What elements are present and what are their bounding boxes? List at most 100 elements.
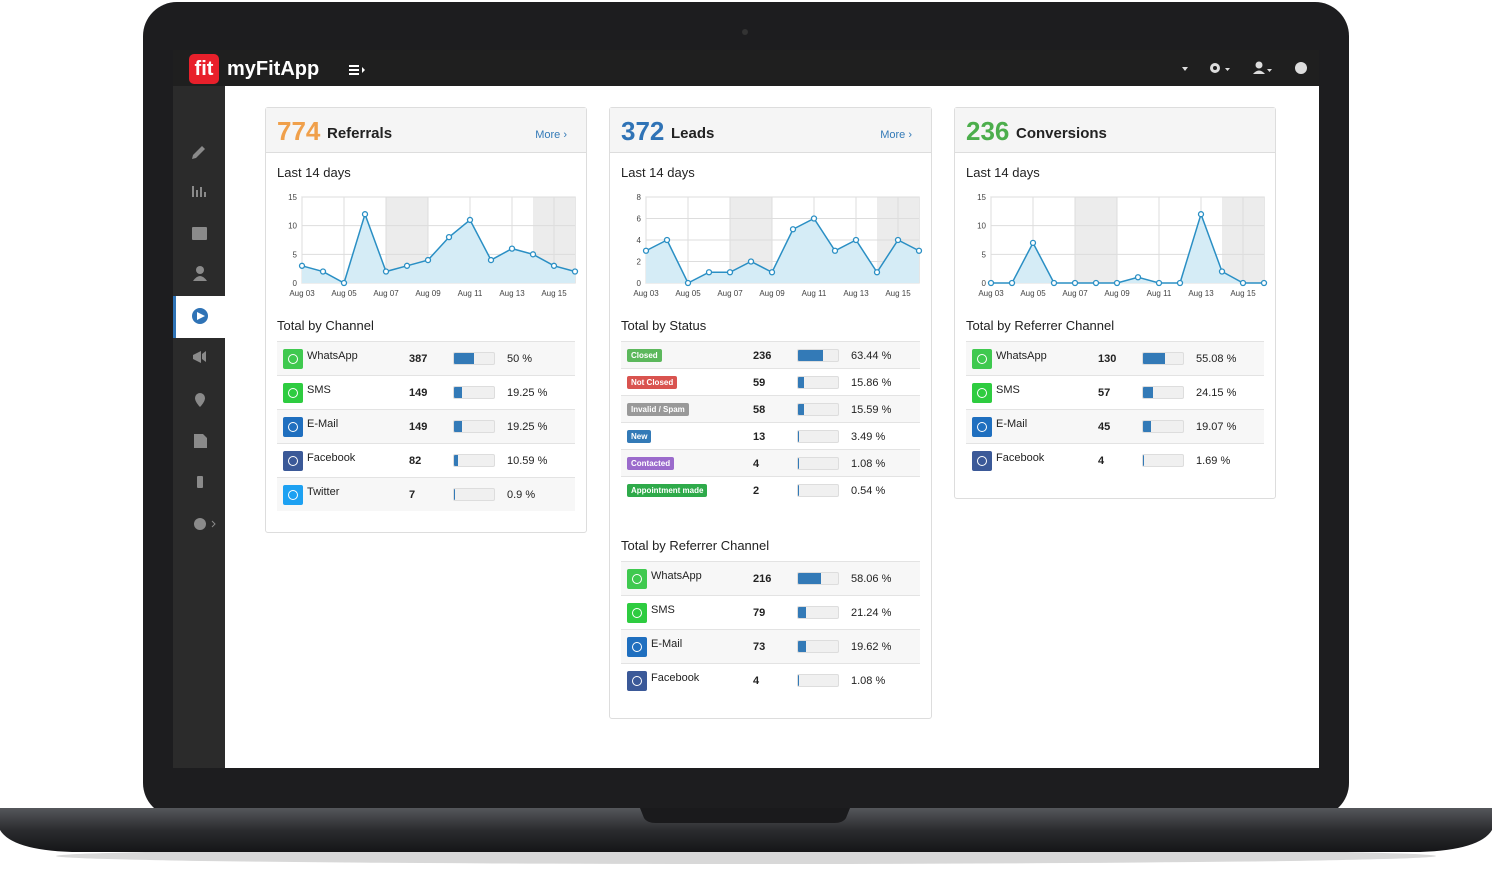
more-link[interactable]: More › [880,129,912,141]
channel-icon [283,349,303,369]
y-tick-label: 10 [288,222,297,231]
progress-bar [1143,353,1166,364]
panel-header: 774 Referrals More › [266,108,586,153]
icon-glyph [288,456,298,466]
nav-icons[interactable] [1182,61,1307,75]
panel-header: 372 Leads More › [610,108,931,153]
x-tick-label: Aug 09 [759,289,785,298]
point [1176,279,1184,287]
line [645,217,920,285]
x-tick-label: Aug 03 [289,289,315,298]
count: 13 [753,430,766,443]
navbar [173,50,1319,86]
point [529,251,537,258]
count: 149 [409,387,428,399]
point [1239,279,1247,287]
table-row: WhatsApp 130 55.08 % [966,341,1264,375]
progress-bar [798,607,807,618]
count: 387 [409,353,428,365]
x-tick-label: Aug 09 [415,289,441,298]
share: 1.08 % [851,675,886,687]
x-tick-label: Aug 13 [843,289,869,298]
point [705,269,713,276]
sidebar-icons[interactable] [192,146,216,530]
progress-bar [1143,455,1144,466]
icon-glyph [977,456,987,466]
y-tick-label: 15 [977,193,986,202]
share: 1.69 % [1196,455,1231,467]
y-tick-label: 2 [637,258,642,267]
progress-track [797,606,839,619]
table-row: E-Mail 73 19.62 % [621,629,920,663]
panel-title: Leads [671,125,715,142]
count: 149 [409,421,428,433]
point [1155,279,1163,287]
icon-glyph [288,354,298,364]
x-tick-label: Aug 07 [1062,289,1088,298]
channel-name: Facebook [651,672,700,684]
point [1218,268,1226,275]
count: 82 [409,455,422,467]
x-tick-label: Aug 05 [331,289,357,298]
point [340,279,348,287]
chart: Last 14 days 0 2 4 6 8 Aug 03 Aug 05 Aug 07 Aug 0… [621,165,923,298]
progress-track [1142,420,1184,433]
more-link[interactable]: More › [535,129,567,141]
x-tick-label: Aug 09 [1104,289,1130,298]
share: 10.59 % [507,455,548,467]
table-row: SMS 79 21.24 % [621,595,920,629]
y-tick-label: 6 [637,215,642,224]
progress-track [1142,352,1184,365]
weekend-band [1075,197,1117,283]
point [789,226,797,233]
x-tick-label: Aug 15 [1230,289,1256,298]
point [768,269,776,276]
icon-glyph [288,388,298,398]
channel-name: E-Mail [996,418,1028,430]
point [1050,279,1058,287]
channel-name: SMS [996,384,1020,396]
y-tick-label: 5 [293,250,298,259]
count: 73 [753,641,766,653]
chart: Last 14 days 0 5 10 15 Aug 03 Aug 05 Aug 07 Aug … [966,165,1268,298]
point [915,247,923,254]
table-row: Twitter 7 0.9 % [277,477,575,511]
x-tick-label: Aug 05 [1020,289,1046,298]
x-tick-label: Aug 15 [541,289,567,298]
share: 55.08 % [1196,353,1237,365]
logo-text: fit [194,58,214,80]
channel-name: SMS [651,604,675,616]
progress-track [453,352,495,365]
y-tick-label: 15 [288,193,297,202]
channel-icon [627,671,647,691]
point [382,268,390,275]
share: 19.25 % [507,387,548,399]
progress-track [1142,386,1184,399]
app-name[interactable]: myFitApp [227,58,320,80]
point [1197,211,1205,218]
progress-track [453,454,495,467]
panel: 372 Leads More › Last 14 days 0 2 4 6 8 Aug 03 Aug… [609,107,932,719]
point [642,247,650,254]
x-tick-label: Aug 05 [675,289,701,298]
point [361,211,369,218]
point [319,268,327,275]
channel-icon [627,637,647,657]
status-badge: Not Closed [627,375,678,389]
channel-name: Twitter [307,486,340,498]
share: 19.07 % [1196,421,1237,433]
channel-name: Facebook [996,452,1045,464]
icon-glyph [632,608,642,618]
share: 21.24 % [851,607,892,619]
progress-bar [1143,387,1153,398]
share: 15.59 % [851,403,892,416]
point [403,262,411,269]
share: 24.15 % [1196,387,1237,399]
menu-icon [349,65,365,75]
progress-bar [798,349,824,361]
icon-glyph [632,574,642,584]
chart-title: Last 14 days [277,165,351,180]
table-row: SMS 57 24.15 % [966,375,1264,409]
x-tick-label: Aug 03 [633,289,659,298]
